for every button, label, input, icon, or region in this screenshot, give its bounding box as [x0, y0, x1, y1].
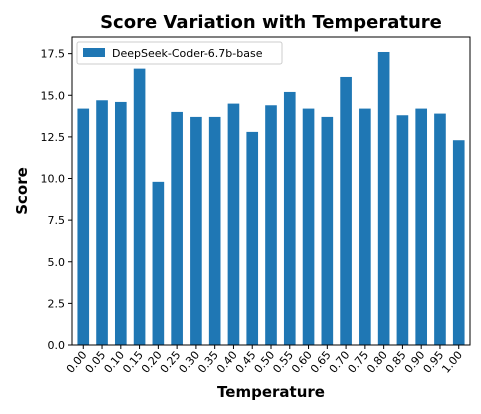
bar-0.40: [227, 103, 240, 345]
x-tick-label: 0.55: [270, 349, 296, 376]
x-tick-label: 0.40: [214, 349, 240, 376]
bar-0.80: [377, 51, 390, 345]
bar-0.05: [96, 100, 108, 345]
x-tick-label: 0.10: [101, 349, 127, 376]
x-tick-label: 0.90: [402, 349, 428, 376]
bar-0.95: [434, 113, 446, 345]
x-tick-label: 0.65: [308, 349, 334, 376]
bar-0.90: [415, 108, 428, 345]
x-axis-ticks: 0.000.050.100.150.200.250.300.350.400.45…: [64, 345, 465, 376]
bar-0.55: [283, 91, 296, 345]
x-tick-label: 0.05: [83, 349, 109, 376]
x-tick-label: 0.85: [383, 349, 409, 376]
bar-0.60: [302, 108, 315, 345]
y-tick-label: 17.5: [41, 48, 66, 61]
chart-title: Score Variation with Temperature: [100, 12, 442, 33]
plot-frame: [71, 36, 471, 346]
bar-0.85: [396, 115, 409, 345]
bar-0.00: [77, 108, 90, 345]
y-tick-label: 7.5: [48, 214, 66, 227]
x-tick-label: 0.70: [327, 349, 353, 376]
y-tick-label: 5.0: [48, 256, 66, 269]
bar-1.00: [452, 140, 465, 345]
bar-0.25: [171, 111, 183, 346]
x-axis-label: Temperature: [217, 383, 325, 401]
x-tick-label: 0.30: [176, 349, 202, 376]
x-tick-label: 0.20: [139, 349, 165, 376]
bar-0.70: [340, 76, 352, 345]
y-tick-label: 12.5: [41, 131, 66, 144]
x-tick-label: 1.00: [439, 349, 465, 376]
bars-group: [77, 51, 465, 346]
bar-0.15: [133, 68, 146, 345]
bar-0.20: [152, 181, 165, 345]
legend-box: [76, 41, 283, 65]
x-tick-label: 0.25: [158, 349, 184, 376]
x-tick-label: 0.35: [195, 349, 221, 376]
x-tick-label: 0.15: [120, 349, 146, 376]
legend-swatch: [83, 48, 105, 57]
x-tick-label: 0.80: [364, 349, 390, 376]
x-tick-label: 0.60: [289, 349, 315, 376]
x-tick-label: 0.00: [64, 349, 90, 376]
bar-0.35: [208, 116, 221, 345]
legend: DeepSeek-Coder-6.7b-base: [76, 41, 283, 65]
x-tick-label: 0.95: [421, 349, 447, 376]
bar-0.10: [114, 101, 127, 345]
y-axis-label: Score: [13, 167, 31, 215]
bar-0.65: [321, 116, 334, 345]
x-tick-label: 0.75: [345, 349, 371, 376]
legend-label-deepseek-coder: DeepSeek-Coder-6.7b-base: [112, 47, 263, 60]
y-tick-label: 2.5: [48, 297, 66, 310]
bar-0.75: [359, 108, 371, 345]
y-tick-label: 15.0: [41, 89, 66, 102]
bar-0.30: [190, 116, 202, 345]
bar-0.45: [246, 131, 259, 345]
x-tick-label: 0.45: [233, 349, 259, 376]
y-tick-label: 10.0: [41, 173, 66, 186]
bar-0.50: [265, 105, 277, 345]
y-axis-ticks: 0.0 2.5 5.0 7.5 10.0 12.5 15.0 17.5: [41, 48, 72, 352]
x-tick-label: 0.50: [252, 349, 278, 376]
y-tick-label: 0.0: [48, 339, 66, 352]
